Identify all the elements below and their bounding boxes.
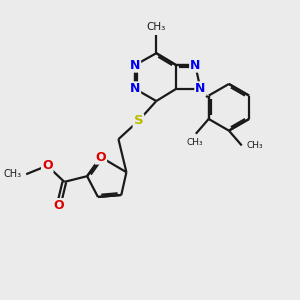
Text: CH₃: CH₃ xyxy=(247,141,263,150)
Text: CH₃: CH₃ xyxy=(147,22,166,32)
Text: O: O xyxy=(95,151,106,164)
Text: O: O xyxy=(42,159,52,172)
Text: CH₃: CH₃ xyxy=(4,169,22,179)
Text: N: N xyxy=(195,82,206,95)
Text: N: N xyxy=(130,59,140,72)
Text: N: N xyxy=(130,82,140,95)
Text: O: O xyxy=(53,199,64,212)
Text: CH₃: CH₃ xyxy=(186,138,203,147)
Text: N: N xyxy=(190,59,200,72)
Text: S: S xyxy=(134,115,143,128)
